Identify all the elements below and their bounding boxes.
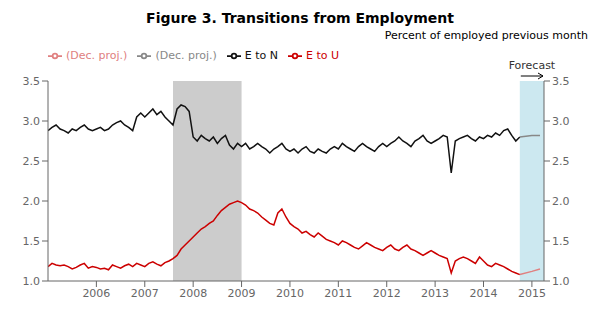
svg-text:2006: 2006 (82, 287, 110, 300)
svg-text:2.5: 2.5 (552, 155, 570, 168)
html-text:E to N: E to N (244, 49, 279, 62)
svg-text:3.5: 3.5 (23, 75, 41, 88)
svg-text:2008: 2008 (179, 287, 207, 300)
svg-text:Forecast: Forecast (509, 59, 556, 72)
svg-text:3.0: 3.0 (23, 115, 41, 128)
html-text:Figure 3. Transitions from Emp: Figure 3. Transitions from Employment (146, 10, 454, 26)
svg-text:2014: 2014 (470, 287, 498, 300)
html-text:(Dec. proj.): (Dec. proj.) (66, 49, 128, 62)
svg-text:1.0: 1.0 (552, 275, 570, 288)
html-text:(Dec. proj.): (Dec. proj.) (155, 49, 217, 62)
svg-text:3.0: 3.0 (552, 115, 570, 128)
svg-text:2.0: 2.0 (23, 195, 41, 208)
svg-text:2012: 2012 (373, 287, 401, 300)
svg-text:1.5: 1.5 (23, 235, 41, 248)
html-text:E to U: E to U (306, 49, 340, 62)
svg-text:2.0: 2.0 (552, 195, 570, 208)
svg-text:2.5: 2.5 (23, 155, 41, 168)
svg-text:2013: 2013 (421, 287, 449, 300)
svg-text:2009: 2009 (228, 287, 256, 300)
svg-text:2011: 2011 (324, 287, 352, 300)
svg-text:1.5: 1.5 (552, 235, 570, 248)
html-text:Percent of employed previous m: Percent of employed previous month (384, 29, 588, 42)
svg-text:2010: 2010 (276, 287, 304, 300)
svg-text:2015: 2015 (518, 287, 546, 300)
svg-text:1.0: 1.0 (23, 275, 41, 288)
svg-text:3.5: 3.5 (552, 75, 570, 88)
svg-text:2007: 2007 (131, 287, 159, 300)
